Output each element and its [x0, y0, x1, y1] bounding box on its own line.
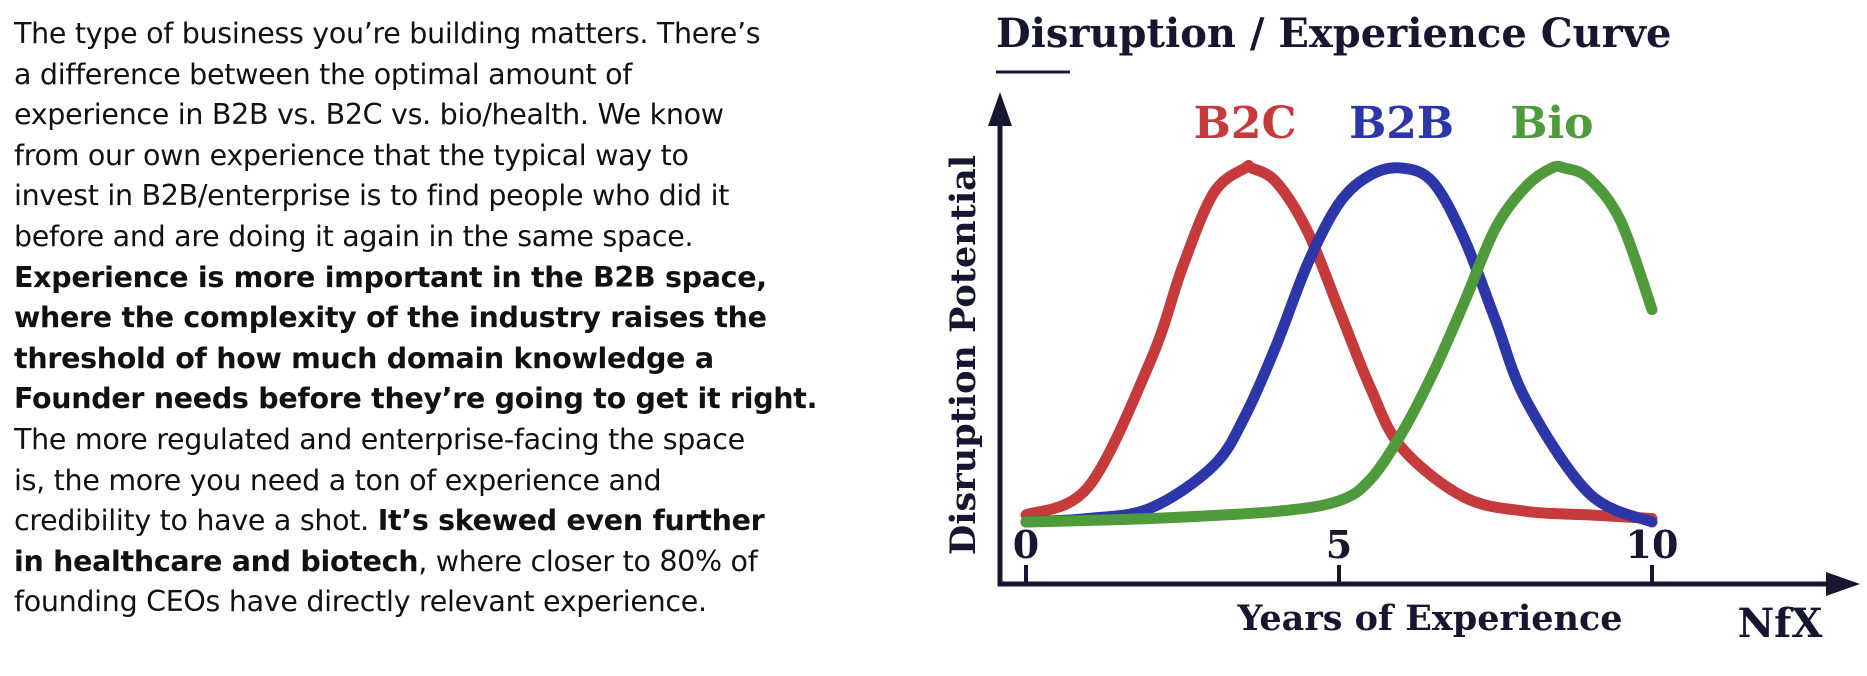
paragraph-line: founding CEOs have directly relevant exp… [14, 582, 864, 623]
text-run: experience in B2B vs. B2C vs. bio/health… [14, 98, 724, 132]
paragraph-line: Founder needs before they’re going to ge… [14, 379, 864, 420]
text-run: is, the more you need a ton of experienc… [14, 463, 662, 497]
series-label-b2b: B2B [1349, 98, 1454, 149]
bold-text-run: Founder needs before they’re going to ge… [14, 382, 818, 416]
bold-text-run: in healthcare and biotech [14, 544, 419, 578]
paragraph-line: invest in B2B/enterprise is to find peop… [14, 176, 864, 217]
x-tick-label: 0 [1013, 522, 1039, 567]
text-run: credibility to have a shot. [14, 504, 378, 538]
paragraph-line: from our own experience that the typical… [14, 136, 864, 177]
nfx-logo-text: NfX [1738, 600, 1823, 647]
bold-text-run: It’s skewed even further [377, 504, 765, 538]
x-axis-arrow [1826, 572, 1860, 596]
text-run: The type of business you’re building mat… [14, 17, 761, 50]
series-line-bio [1020, 160, 1658, 528]
bold-text-run: where the complexity of the industry rai… [14, 301, 767, 335]
text-run: invest in B2B/enterprise is to find peop… [14, 179, 730, 213]
paragraph-line: before and are doing it again in the sam… [14, 217, 864, 258]
paragraph-line: The type of business you’re building mat… [14, 14, 864, 55]
series-label-bio: Bio [1510, 98, 1593, 149]
disruption-experience-chart: Disruption / Experience Curve Disruption… [943, 10, 1860, 647]
bold-text-run: Experience is more important in the B2B … [14, 260, 767, 294]
text-run: a difference between the optimal amount … [14, 57, 632, 91]
article-paragraph: The type of business you’re building mat… [14, 14, 864, 623]
nfx-logo: NfX [1738, 600, 1823, 647]
paragraph-line: experience in B2B vs. B2C vs. bio/health… [14, 95, 864, 136]
paragraph-line: in healthcare and biotech, where closer … [14, 542, 864, 583]
x-tick-label: 5 [1326, 522, 1352, 567]
paragraph-line: The more regulated and enterprise-facing… [14, 420, 864, 461]
series-line-b2b [1020, 162, 1658, 528]
series-label-b2c: B2C [1194, 98, 1297, 149]
paragraph-line: where the complexity of the industry rai… [14, 298, 864, 339]
paragraph-line: is, the more you need a ton of experienc… [14, 461, 864, 502]
text-run: before and are doing it again in the sam… [14, 219, 694, 253]
text-run: founding CEOs have directly relevant exp… [14, 585, 707, 619]
series-line-b2c [1020, 160, 1658, 524]
bold-text-run: threshold of how much domain knowledge a [14, 341, 714, 375]
paragraph-line: credibility to have a shot. It’s skewed … [14, 501, 864, 542]
y-axis-label: Disruption Potential [943, 155, 984, 555]
text-run: The more regulated and enterprise-facing… [14, 422, 745, 456]
text-run: from our own experience that the typical… [14, 138, 689, 172]
paragraph-line: Experience is more important in the B2B … [14, 258, 864, 299]
y-axis-arrow [988, 92, 1012, 126]
x-axis-label: Years of Experience [1236, 598, 1622, 639]
x-tick-label: 10 [1626, 522, 1679, 567]
paragraph-line: a difference between the optimal amount … [14, 55, 864, 96]
text-run: , where closer to 80% of [418, 544, 758, 578]
paragraph-line: threshold of how much domain knowledge a [14, 339, 864, 380]
chart-title: Disruption / Experience Curve [996, 10, 1671, 57]
